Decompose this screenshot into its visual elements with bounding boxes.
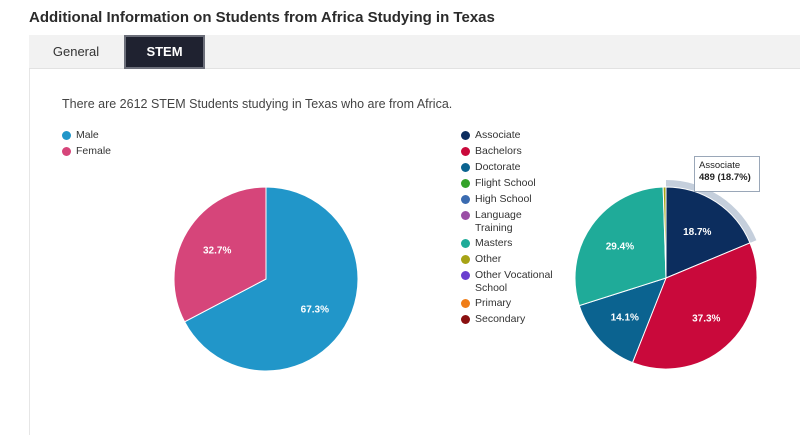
legend-swatch [461, 179, 470, 188]
legend-label: Female [76, 145, 112, 157]
tab-stem[interactable]: STEM [124, 35, 205, 69]
legend-label: Other [475, 253, 502, 265]
legend-label: Masters [475, 237, 513, 249]
degree-legend: Associate Bachelors Doctorate Flight School… [461, 129, 571, 339]
legend-swatch [461, 163, 470, 172]
slice-label: 67.3% [301, 304, 329, 315]
pie-slice-masters[interactable] [574, 186, 667, 307]
legend-swatch [461, 271, 470, 280]
slice-label: 29.4% [606, 241, 634, 252]
legend-label: Language Training [475, 209, 522, 234]
pie-slice-male[interactable] [183, 186, 359, 372]
stem-panel [29, 69, 800, 435]
legend-swatch [461, 211, 470, 220]
legend-label: Secondary [475, 313, 526, 325]
slice-label: 14.1% [611, 312, 639, 323]
pie-slice-associate[interactable] [665, 186, 751, 279]
pie-slice-female[interactable] [173, 186, 267, 323]
pie-slice-bachelors[interactable] [631, 242, 758, 370]
pie-slice-other[interactable] [662, 186, 667, 279]
legend-swatch [62, 147, 71, 156]
tab-bar: General STEM [29, 35, 800, 69]
legend-swatch [461, 299, 470, 308]
legend-label: Flight School [475, 177, 536, 189]
associate-tooltip: Associate 489 (18.7%) [694, 156, 760, 192]
legend-swatch [461, 131, 470, 140]
legend-label: High School [475, 193, 532, 205]
tab-general[interactable]: General [52, 44, 100, 59]
legend-label: Other Vocational School [475, 269, 553, 294]
slice-label: 37.3% [692, 314, 720, 325]
tooltip-value: 489 (18.7%) [699, 172, 751, 183]
tooltip-title: Associate [699, 160, 741, 171]
legend-swatch [62, 131, 71, 140]
legend-swatch [461, 315, 470, 324]
summary-text: There are 2612 STEM Students studying in… [62, 97, 453, 111]
slice-label: 18.7% [683, 227, 711, 238]
legend-label: Associate [475, 129, 521, 141]
legend-swatch [461, 195, 470, 204]
page-title: Additional Information on Students from … [29, 9, 495, 26]
legend-label: Male [76, 129, 99, 141]
legend-swatch [461, 255, 470, 264]
legend-swatch [461, 147, 470, 156]
legend-swatch [461, 239, 470, 248]
legend-label: Bachelors [475, 145, 522, 157]
gender-legend: Male Female [62, 129, 182, 169]
legend-label: Doctorate [475, 161, 521, 173]
legend-label: Primary [475, 297, 512, 309]
slice-label: 32.7% [203, 246, 231, 257]
